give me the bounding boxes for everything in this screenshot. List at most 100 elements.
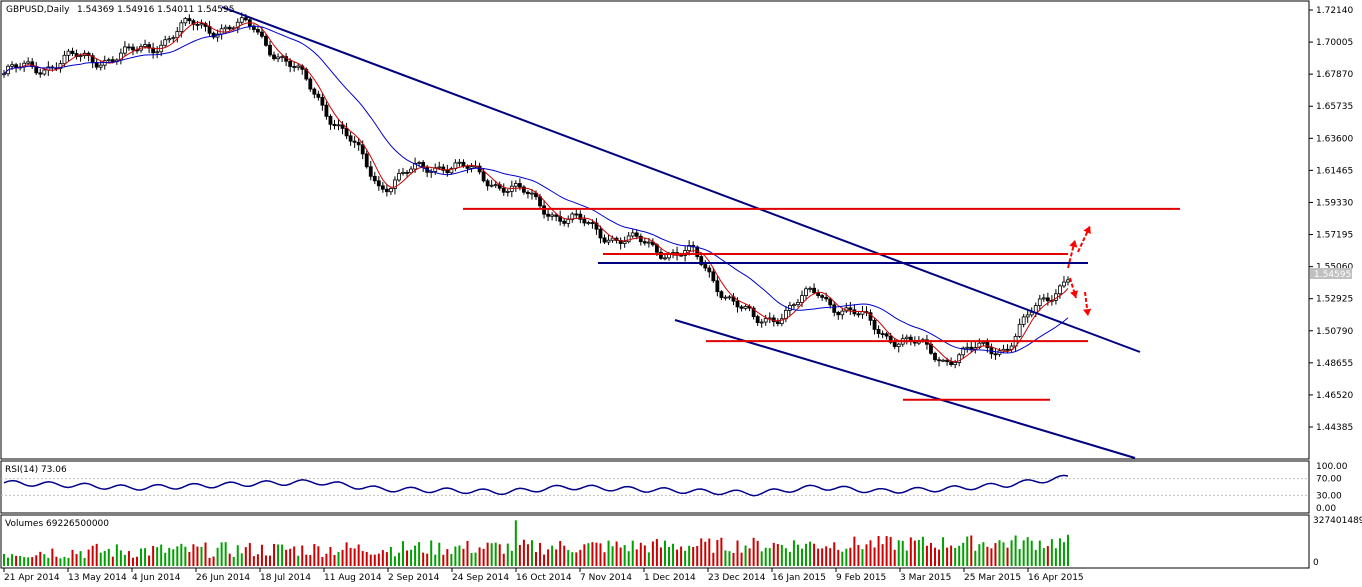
candle-body bbox=[1066, 279, 1070, 283]
candle-body bbox=[578, 213, 583, 220]
rsi-tick-label: 0.00 bbox=[1316, 504, 1336, 514]
date-tick-label: 16 Jan 2015 bbox=[772, 573, 826, 583]
candle-body bbox=[78, 55, 83, 58]
candle-body bbox=[489, 184, 494, 187]
lower-trendline[interactable] bbox=[674, 319, 1136, 459]
volume-tick-label: 0 bbox=[1313, 558, 1319, 568]
candle-body bbox=[191, 20, 196, 25]
candle-body bbox=[908, 336, 913, 342]
candle-body bbox=[715, 280, 720, 293]
candle-body bbox=[840, 310, 845, 316]
candle-body bbox=[469, 166, 474, 169]
candle-body bbox=[405, 172, 409, 174]
moving-averages bbox=[3, 21, 1069, 363]
ma-slow-line bbox=[3, 25, 1069, 354]
candle-body bbox=[953, 362, 958, 365]
candle-body bbox=[828, 298, 833, 306]
candle-body bbox=[876, 329, 881, 335]
candle-body bbox=[501, 187, 506, 193]
candle-body bbox=[965, 346, 970, 349]
candle-body bbox=[195, 23, 200, 26]
price-tick-label: 1.44385 bbox=[1316, 423, 1353, 433]
candle-body bbox=[256, 29, 260, 33]
candle-body bbox=[816, 292, 821, 296]
candle-body bbox=[546, 213, 550, 217]
candle-body bbox=[590, 222, 595, 224]
candle-body bbox=[437, 166, 442, 169]
date-tick-label: 7 Nov 2014 bbox=[580, 573, 632, 583]
candle-body bbox=[308, 78, 313, 90]
candle-body bbox=[530, 192, 534, 195]
price-tick-label: 1.65735 bbox=[1316, 102, 1353, 112]
candle-body bbox=[14, 64, 18, 68]
rsi-panel[interactable] bbox=[0, 460, 1310, 514]
date-tick-label: 13 May 2014 bbox=[68, 573, 127, 583]
price-tick-label: 1.57195 bbox=[1316, 231, 1353, 241]
date-tick-label: 9 Feb 2015 bbox=[836, 573, 886, 583]
candle-body bbox=[98, 64, 103, 68]
candle-body bbox=[485, 180, 490, 187]
candle-body bbox=[880, 333, 885, 336]
candle-body bbox=[820, 295, 825, 298]
candle-body bbox=[868, 312, 873, 321]
candle-body bbox=[836, 311, 841, 316]
candle-body bbox=[401, 172, 405, 174]
candle-body bbox=[376, 180, 381, 187]
candle-body bbox=[634, 232, 639, 237]
candle-body bbox=[800, 295, 804, 303]
candle-body bbox=[522, 186, 526, 193]
upper-trendline[interactable] bbox=[221, 6, 1141, 353]
candle-body bbox=[38, 72, 43, 75]
candle-body bbox=[687, 245, 692, 251]
ohlc-values: 1.54369 1.54916 1.54011 1.54595 bbox=[77, 5, 234, 15]
price-tick-label: 1.72140 bbox=[1316, 6, 1353, 16]
price-tick-label: 1.59330 bbox=[1316, 198, 1353, 208]
candle-body bbox=[949, 361, 954, 365]
candle-body bbox=[707, 267, 712, 273]
candle-body bbox=[659, 251, 663, 259]
candle-body bbox=[755, 316, 760, 323]
candle-body bbox=[582, 218, 587, 224]
candle-body bbox=[171, 37, 176, 40]
price-tick-label: 1.61465 bbox=[1316, 166, 1353, 176]
candle-body bbox=[804, 288, 808, 297]
candle-body bbox=[1041, 297, 1046, 300]
price-tick-label: 1.46520 bbox=[1316, 391, 1353, 401]
candle-body bbox=[933, 352, 937, 361]
candle-body bbox=[167, 38, 172, 41]
candle-body bbox=[441, 166, 446, 171]
candle-body bbox=[123, 46, 127, 54]
candle-body bbox=[586, 222, 591, 224]
date-tick-label: 16 Apr 2015 bbox=[1028, 573, 1084, 583]
volume-panel[interactable] bbox=[0, 514, 1310, 569]
candle-body bbox=[264, 35, 268, 46]
candle-body bbox=[517, 183, 522, 188]
candle-body bbox=[62, 54, 67, 65]
ma-fast-line bbox=[3, 21, 1069, 363]
arrow-up-2 bbox=[1077, 225, 1091, 253]
candle-body bbox=[239, 17, 244, 23]
main-panel[interactable] bbox=[0, 0, 1310, 460]
candle-body bbox=[179, 22, 184, 32]
candle-body bbox=[187, 18, 192, 22]
candle-body bbox=[1025, 314, 1030, 318]
candle-body bbox=[42, 69, 47, 75]
candle-body bbox=[481, 171, 486, 182]
candle-body bbox=[759, 321, 764, 324]
rsi-series: 100.00 70.00 30.00 0.00 bbox=[1, 462, 1348, 514]
candle-body bbox=[336, 124, 341, 127]
candle-body bbox=[465, 165, 470, 169]
candle-body bbox=[227, 26, 232, 30]
candle-body bbox=[892, 341, 897, 347]
candle-body bbox=[884, 333, 889, 337]
candle-body bbox=[505, 191, 510, 193]
candle-body bbox=[276, 56, 280, 60]
candle-body bbox=[856, 313, 861, 316]
candle-body bbox=[110, 59, 115, 62]
candle-body bbox=[413, 163, 417, 170]
candle-body bbox=[542, 205, 546, 215]
candle-body bbox=[243, 17, 248, 21]
candle-body bbox=[183, 18, 188, 24]
candle-body bbox=[332, 123, 337, 127]
